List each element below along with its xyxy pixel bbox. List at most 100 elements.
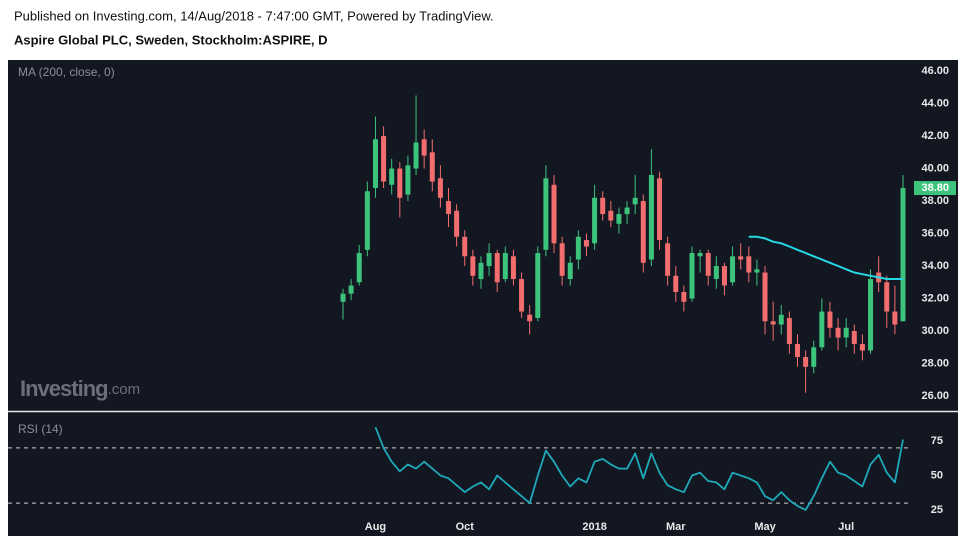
x-tick-label: Aug: [365, 521, 386, 533]
candle-body: [640, 201, 646, 263]
y-tick-label: 30.00: [921, 325, 949, 337]
y-tick-label: 50: [931, 469, 943, 481]
published-note: Published on Investing.com, 14/Aug/2018 …: [14, 8, 494, 23]
candle-body: [494, 253, 500, 283]
candle-body: [754, 269, 760, 273]
last-price-label: 38.80: [921, 182, 949, 194]
y-tick-label: 34.00: [921, 260, 949, 272]
candle-body: [470, 256, 476, 276]
y-tick-label: 26.00: [921, 390, 949, 402]
candle-body: [884, 282, 890, 312]
candle-body: [340, 293, 346, 302]
candle-body: [786, 318, 792, 345]
candle-body: [575, 236, 581, 260]
candle-body: [665, 243, 671, 276]
candle-body: [859, 344, 865, 351]
candle-body: [364, 191, 370, 250]
candle-body: [616, 214, 622, 224]
y-tick-label: 46.00: [921, 65, 949, 77]
candle-body: [486, 253, 492, 267]
candle-body: [535, 253, 541, 319]
candle-body: [510, 256, 516, 280]
candle-body: [421, 139, 427, 156]
candle-body: [657, 178, 663, 241]
candle-body: [827, 311, 833, 328]
y-tick-label: 32.00: [921, 292, 949, 304]
candle-body: [697, 253, 703, 257]
rsi-line: [374, 426, 904, 511]
candle-body: [348, 285, 354, 294]
candle-body: [478, 262, 484, 280]
candle-body: [730, 256, 736, 283]
candle-body: [502, 253, 508, 280]
candle-body: [592, 197, 598, 244]
candle-body: [811, 347, 817, 367]
candle-body: [397, 168, 403, 198]
rsi-legend: RSI (14): [18, 422, 63, 436]
candle-body: [356, 253, 362, 283]
instrument-title: Aspire Global PLC, Sweden, Stockholm:ASP…: [14, 32, 328, 47]
candle-body: [843, 327, 849, 338]
watermark-brand: Investing: [20, 376, 108, 401]
x-tick-label: Jul: [838, 521, 854, 533]
candle-body: [673, 275, 679, 293]
candle-body: [527, 314, 533, 322]
y-tick-label: 42.00: [921, 130, 949, 142]
candle-body: [624, 207, 630, 215]
candle-body: [446, 201, 452, 215]
x-tick-label: Oct: [456, 521, 475, 533]
watermark-suffix: .com: [108, 381, 141, 398]
candle-body: [746, 256, 752, 273]
candle-body: [429, 152, 435, 182]
candle-body: [892, 311, 898, 325]
last-price-tag: [914, 181, 956, 196]
candle-body: [819, 311, 825, 348]
y-tick-label: 36.00: [921, 227, 949, 239]
candle-body: [794, 344, 800, 358]
x-tick-label: 2018: [582, 521, 606, 533]
candle-body: [900, 188, 906, 322]
candle-body: [868, 279, 874, 351]
x-tick-label: May: [754, 521, 776, 533]
candle-body: [803, 357, 809, 367]
candle-body: [738, 256, 744, 260]
candle-body: [381, 136, 387, 182]
y-tick-label: 44.00: [921, 97, 949, 109]
ma-legend: MA (200, close, 0): [18, 65, 115, 79]
candle-body: [681, 292, 687, 302]
candle-body: [519, 279, 525, 312]
candle-body: [600, 197, 606, 215]
candle-body: [567, 262, 573, 280]
candle-body: [372, 139, 378, 189]
candle-body: [648, 175, 654, 260]
y-tick-label: 75: [931, 435, 943, 447]
y-tick-label: 40.00: [921, 162, 949, 174]
chart-background: [8, 60, 958, 536]
candle-body: [551, 184, 557, 244]
candle-body: [770, 321, 776, 325]
candle-body: [851, 331, 857, 345]
candle-body: [713, 266, 719, 280]
y-tick-label: 25: [931, 504, 943, 516]
candle-body: [462, 236, 468, 257]
candle-body: [454, 210, 460, 237]
candle-body: [413, 142, 419, 169]
candle-body: [405, 165, 411, 195]
candle-body: [762, 272, 768, 322]
candle-body: [583, 240, 589, 247]
candle-body: [608, 210, 614, 221]
candle-body: [437, 178, 443, 198]
candle-body: [778, 314, 784, 325]
watermark: Investing.com: [20, 376, 140, 401]
y-tick-label: 28.00: [921, 357, 949, 369]
y-tick-label: 38.00: [921, 195, 949, 207]
candle-body: [689, 253, 695, 299]
candle-body: [835, 327, 841, 338]
candle-body: [721, 266, 727, 286]
candle-body: [543, 178, 549, 250]
candle-body: [389, 168, 395, 185]
ma-line: [748, 235, 903, 280]
candle-body: [632, 197, 638, 205]
